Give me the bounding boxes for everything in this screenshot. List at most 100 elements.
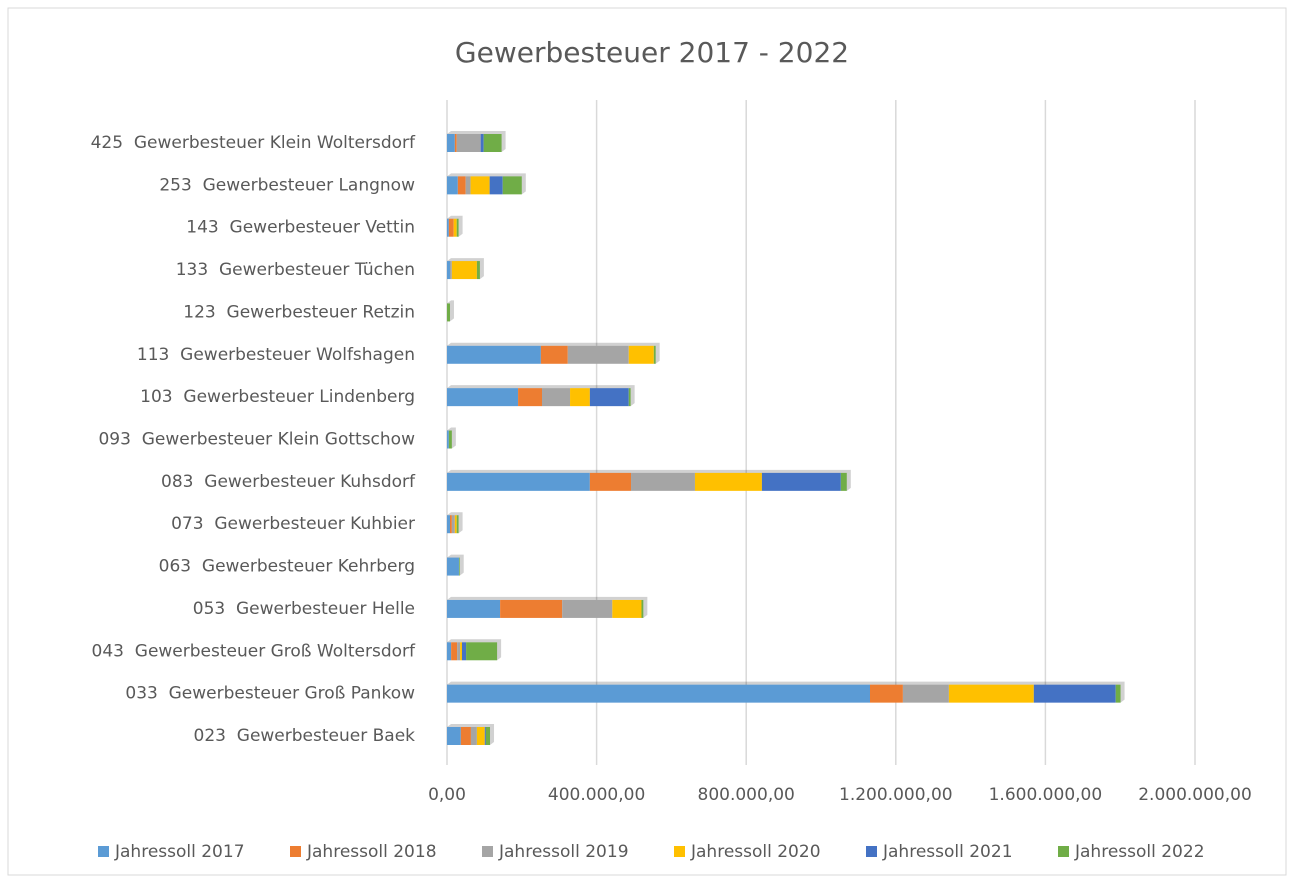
bar-segment bbox=[641, 599, 644, 618]
x-tick-label: 400.000,00 bbox=[548, 785, 645, 805]
bar-segment bbox=[518, 388, 542, 407]
bar-segment bbox=[447, 515, 450, 534]
bar-segment bbox=[1033, 684, 1116, 703]
bar-segment bbox=[447, 727, 461, 745]
legend-swatch bbox=[1058, 846, 1069, 857]
chart-title: Gewerbesteuer 2017 - 2022 bbox=[455, 36, 849, 69]
bar-segment bbox=[540, 345, 568, 364]
bar-segment bbox=[461, 642, 467, 661]
bar-segment bbox=[448, 430, 452, 449]
y-tick-label: 253 Gewerbesteuer Langnow bbox=[159, 175, 415, 195]
bar-segment bbox=[451, 261, 477, 280]
bar-segment bbox=[447, 472, 590, 491]
bar-segment bbox=[470, 176, 490, 195]
bar-segment bbox=[447, 388, 519, 407]
bar-segment bbox=[451, 642, 458, 661]
y-tick-label: 033 Gewerbesteuer Groß Pankow bbox=[125, 684, 415, 704]
bar-depth bbox=[447, 342, 660, 364]
bar-segment bbox=[447, 642, 452, 661]
bar-segment bbox=[570, 388, 590, 407]
bar-segment bbox=[502, 176, 522, 195]
bar-segment bbox=[456, 134, 481, 152]
legend-label: Jahressoll 2019 bbox=[498, 842, 629, 862]
bar-segment bbox=[562, 599, 613, 618]
bar-segment bbox=[449, 261, 452, 280]
bar-segment bbox=[447, 599, 501, 618]
y-tick-label: 113 Gewerbesteuer Wolfshagen bbox=[137, 345, 415, 365]
bar-segment bbox=[1115, 684, 1121, 703]
y-tick-label: 123 Gewerbesteuer Retzin bbox=[183, 302, 415, 322]
bar-segment bbox=[457, 642, 461, 661]
bar-segment bbox=[476, 727, 485, 745]
y-tick-label: 023 Gewerbesteuer Baek bbox=[194, 726, 416, 746]
bar-depth bbox=[447, 596, 648, 618]
bar-depth bbox=[447, 554, 464, 576]
bar-segment bbox=[451, 515, 455, 534]
bar-segment bbox=[456, 218, 459, 237]
bar-depth bbox=[447, 300, 454, 322]
bar-segment bbox=[447, 684, 870, 703]
bar-segment bbox=[454, 134, 457, 152]
x-tick-label: 1.200.000,00 bbox=[839, 785, 953, 805]
legend-swatch bbox=[482, 846, 493, 857]
bar-segment bbox=[448, 218, 454, 237]
bar-segment bbox=[902, 684, 949, 703]
bar-segment bbox=[653, 345, 656, 364]
bar-depth bbox=[447, 131, 506, 152]
bar-segment bbox=[466, 642, 498, 661]
y-tick-label: 143 Gewerbesteuer Vettin bbox=[186, 218, 415, 238]
bar-depth bbox=[447, 258, 484, 280]
bar-segment bbox=[476, 261, 480, 280]
bar-depth bbox=[447, 724, 495, 745]
legend-label: Jahressoll 2022 bbox=[1074, 842, 1205, 862]
legend-swatch bbox=[866, 846, 877, 857]
bar-segment bbox=[628, 388, 631, 407]
bar-depth bbox=[447, 427, 456, 449]
y-tick-label: 425 Gewerbesteuer Klein Woltersdorf bbox=[91, 133, 416, 153]
y-tick-label: 103 Gewerbesteuer Lindenberg bbox=[140, 387, 415, 407]
y-tick-label: 063 Gewerbesteuer Kehrberg bbox=[159, 557, 415, 577]
bar-segment bbox=[460, 727, 471, 745]
bar-segment bbox=[948, 684, 1034, 703]
bar-segment bbox=[457, 176, 466, 195]
bar-segment bbox=[447, 176, 458, 195]
x-tick-label: 2.000.000,00 bbox=[1138, 785, 1252, 805]
x-tick-label: 1.600.000,00 bbox=[989, 785, 1103, 805]
legend-swatch bbox=[290, 846, 301, 857]
x-tick-label: 0,00 bbox=[428, 785, 466, 805]
bar-segment bbox=[447, 218, 449, 237]
bar-segment bbox=[612, 599, 642, 618]
bar-segment bbox=[694, 472, 762, 491]
bar-depth bbox=[447, 512, 463, 534]
bar-segment bbox=[631, 472, 695, 491]
bar-segment bbox=[628, 345, 654, 364]
bar-depth bbox=[447, 173, 526, 195]
bar-segment bbox=[447, 430, 449, 449]
bar-depth bbox=[447, 639, 502, 661]
bar-depth bbox=[447, 681, 1125, 703]
bar-segment bbox=[869, 684, 903, 703]
bar-segment bbox=[485, 727, 491, 745]
bar-depth bbox=[447, 469, 851, 491]
bar-segment bbox=[453, 218, 457, 237]
bar-segment bbox=[447, 303, 450, 322]
bar-segment bbox=[470, 727, 477, 745]
y-tick-label: 133 Gewerbesteuer Tüchen bbox=[176, 260, 415, 280]
bar-segment bbox=[840, 472, 847, 491]
bar-segment bbox=[447, 557, 459, 576]
bar-segment bbox=[761, 472, 841, 491]
y-tick-label: 043 Gewerbesteuer Groß Woltersdorf bbox=[92, 641, 416, 661]
bar-segment bbox=[500, 599, 563, 618]
bar-segment bbox=[447, 345, 541, 364]
bar-segment bbox=[489, 176, 503, 195]
legend-swatch bbox=[674, 846, 685, 857]
chart-border bbox=[7, 7, 1287, 876]
legend-label: Jahressoll 2018 bbox=[306, 842, 437, 862]
legend-label: Jahressoll 2017 bbox=[114, 842, 245, 862]
y-tick-label: 073 Gewerbesteuer Kuhbier bbox=[171, 514, 415, 534]
legend-swatch bbox=[98, 846, 109, 857]
legend-label: Jahressoll 2021 bbox=[882, 842, 1013, 862]
y-tick-label: 083 Gewerbesteuer Kuhsdorf bbox=[161, 472, 416, 492]
legend-label: Jahressoll 2020 bbox=[690, 842, 821, 862]
